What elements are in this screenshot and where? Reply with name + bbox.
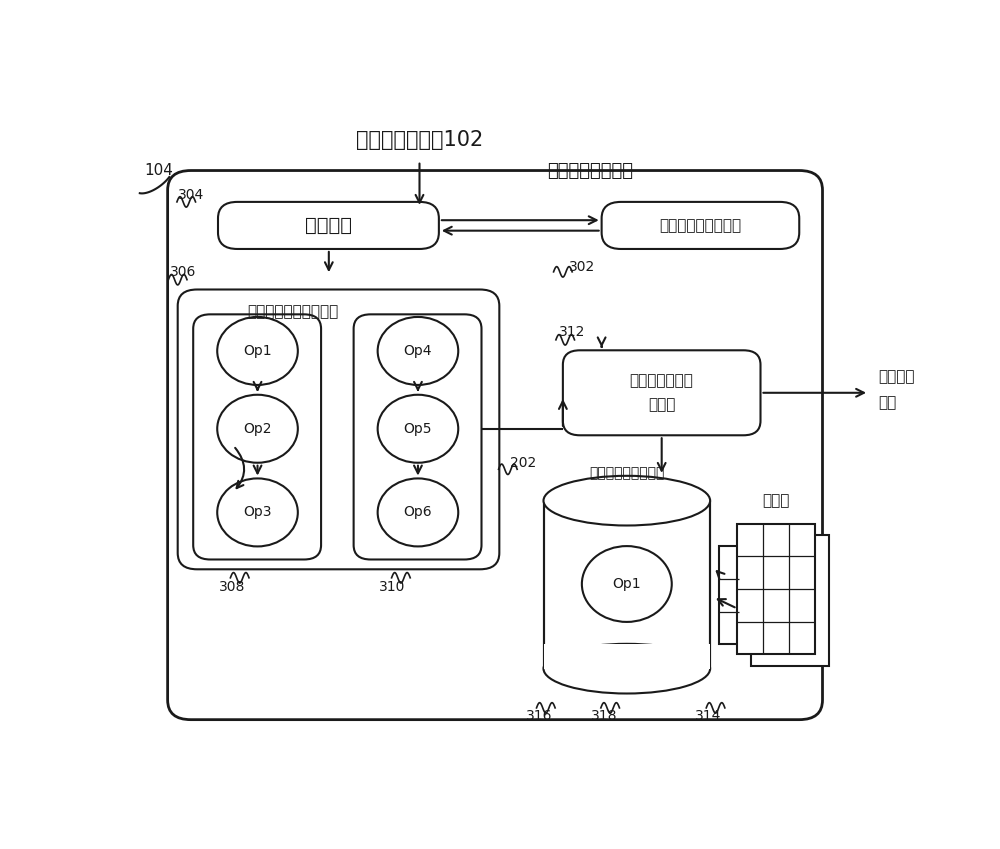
- Bar: [751, 536, 829, 666]
- Text: 生成器: 生成器: [648, 397, 675, 412]
- Text: 超级运算符候选存储库: 超级运算符候选存储库: [247, 304, 339, 319]
- Circle shape: [582, 546, 672, 622]
- Text: Op2: Op2: [243, 422, 272, 436]
- Text: Op6: Op6: [404, 505, 432, 520]
- FancyBboxPatch shape: [563, 351, 761, 436]
- Text: 图分析器: 图分析器: [305, 216, 352, 235]
- Text: 312: 312: [559, 325, 585, 339]
- Ellipse shape: [544, 644, 710, 694]
- Text: 104: 104: [144, 163, 173, 178]
- Circle shape: [217, 479, 298, 547]
- Text: 314: 314: [695, 710, 722, 723]
- Text: 超级运算符代码: 超级运算符代码: [630, 374, 694, 389]
- Text: 从数据流图表示102: 从数据流图表示102: [356, 130, 483, 149]
- Circle shape: [217, 395, 298, 463]
- Text: 306: 306: [170, 265, 196, 278]
- Text: 302: 302: [569, 260, 595, 273]
- Text: 到运行时: 到运行时: [878, 369, 915, 384]
- Text: 318: 318: [591, 710, 617, 723]
- Text: Op5: Op5: [404, 422, 432, 436]
- Text: 导航表: 导航表: [762, 493, 790, 509]
- Bar: [737, 524, 815, 655]
- Text: 超级运算符编译器: 超级运算符编译器: [547, 161, 633, 179]
- FancyBboxPatch shape: [218, 202, 439, 249]
- FancyBboxPatch shape: [602, 202, 799, 249]
- Circle shape: [378, 395, 458, 463]
- FancyBboxPatch shape: [354, 314, 482, 559]
- Text: 202: 202: [510, 456, 536, 469]
- FancyBboxPatch shape: [193, 314, 321, 559]
- Circle shape: [217, 317, 298, 385]
- Bar: [544, 644, 710, 669]
- Text: 304: 304: [178, 188, 204, 202]
- Text: 运算符二进制存储库: 运算符二进制存储库: [589, 466, 664, 481]
- Text: Op1: Op1: [243, 344, 272, 358]
- Text: Op3: Op3: [243, 505, 272, 520]
- Text: Op4: Op4: [404, 344, 432, 358]
- Text: 316: 316: [526, 710, 553, 723]
- Circle shape: [378, 317, 458, 385]
- Text: 系统: 系统: [878, 395, 897, 410]
- Text: 逻辑加速器资源模型: 逻辑加速器资源模型: [659, 218, 742, 233]
- FancyBboxPatch shape: [178, 290, 499, 570]
- Ellipse shape: [544, 475, 710, 526]
- Text: 308: 308: [219, 580, 245, 594]
- Bar: [544, 501, 710, 669]
- FancyBboxPatch shape: [168, 171, 822, 720]
- Bar: [719, 547, 739, 644]
- Circle shape: [378, 479, 458, 547]
- Text: Op1: Op1: [612, 577, 641, 591]
- Text: 310: 310: [379, 580, 406, 594]
